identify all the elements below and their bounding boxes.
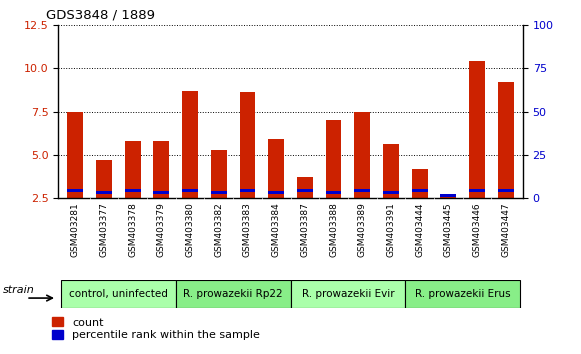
Bar [239,189,256,192]
Bar [153,141,169,198]
Text: control, uninfected: control, uninfected [69,289,168,299]
Text: R. prowazekii Rp22: R. prowazekii Rp22 [183,289,283,299]
Bar [469,61,485,198]
Text: GSM403384: GSM403384 [272,202,281,257]
Bar [182,91,198,198]
Bar [440,194,456,198]
Bar [96,160,112,198]
Bar [239,92,256,198]
Text: GSM403380: GSM403380 [185,202,195,257]
Text: GSM403379: GSM403379 [157,202,166,257]
Text: GSM403281: GSM403281 [71,202,80,257]
Bar [412,189,428,192]
Text: GSM403445: GSM403445 [444,202,453,257]
Bar [61,280,175,308]
Bar [297,189,313,192]
Text: GSM403447: GSM403447 [501,202,510,257]
Bar [383,144,399,198]
Text: R. prowazekii Erus: R. prowazekii Erus [415,289,511,299]
Bar [325,191,342,194]
Bar [354,189,370,192]
Text: GDS3848 / 1889: GDS3848 / 1889 [46,8,156,21]
Text: GSM403389: GSM403389 [358,202,367,257]
Text: GSM403383: GSM403383 [243,202,252,257]
Bar [211,150,227,198]
Text: GSM403391: GSM403391 [386,202,396,257]
Bar [211,191,227,194]
Bar [268,139,284,198]
Bar [469,189,485,192]
Text: GSM403446: GSM403446 [472,202,482,257]
Bar [125,189,141,192]
Bar [125,141,141,198]
Bar [297,177,313,198]
Bar [67,112,83,198]
Bar [498,82,514,198]
Bar [412,169,428,198]
Text: GSM403382: GSM403382 [214,202,223,257]
Bar [325,120,342,198]
Text: strain: strain [3,285,35,295]
Text: GSM403387: GSM403387 [300,202,309,257]
Text: R. prowazekii Evir: R. prowazekii Evir [302,289,394,299]
Bar [406,280,520,308]
Bar [67,189,83,192]
Bar [383,191,399,194]
Text: GSM403388: GSM403388 [329,202,338,257]
Legend: count, percentile rank within the sample: count, percentile rank within the sample [52,317,260,340]
Bar [290,280,406,308]
Text: GSM403377: GSM403377 [99,202,109,257]
Bar [182,189,198,192]
Bar [268,191,284,194]
Text: GSM403444: GSM403444 [415,202,424,257]
Bar [96,191,112,194]
Bar [440,195,456,198]
Bar [354,112,370,198]
Bar [153,191,169,194]
Bar [498,189,514,192]
Text: GSM403378: GSM403378 [128,202,137,257]
Bar [175,280,290,308]
